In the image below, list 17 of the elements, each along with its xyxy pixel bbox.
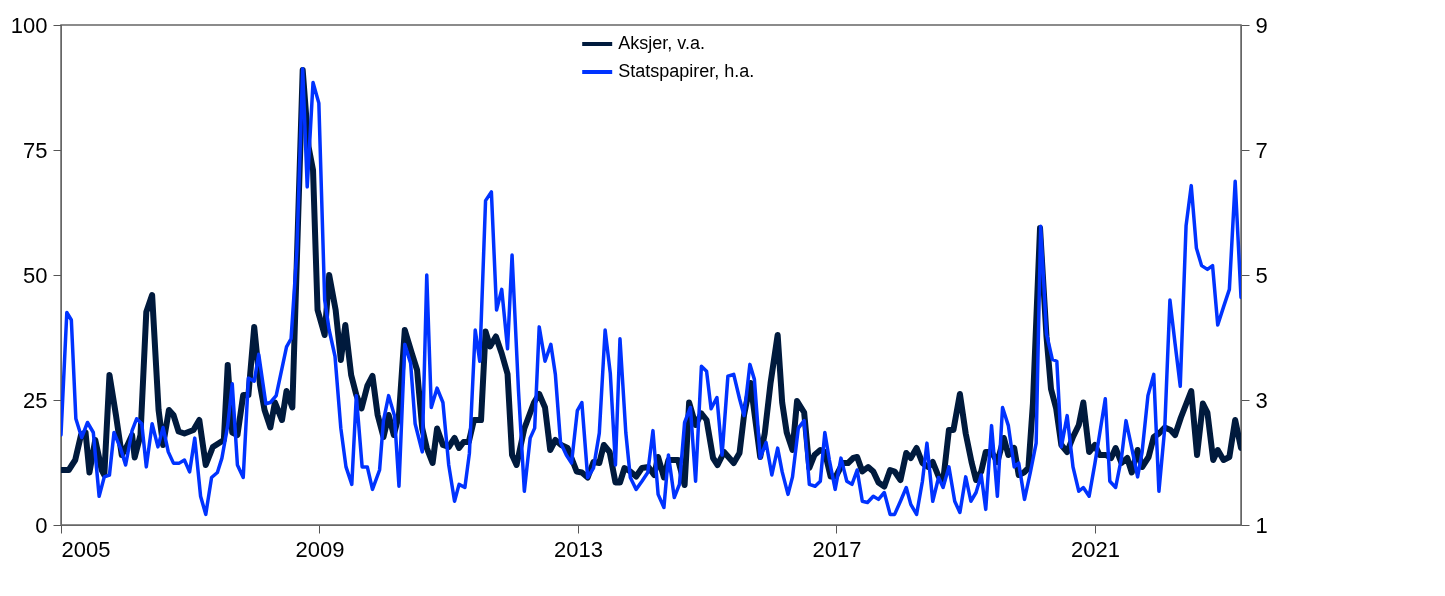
x-tick-label: 2005: [61, 536, 111, 562]
legend-label: Aksjer, v.a.: [618, 33, 705, 53]
y2-tick-label: 9: [1255, 12, 1268, 38]
y2-tick-label: 3: [1255, 387, 1268, 413]
x-tick-label: 2017: [812, 536, 862, 562]
y2-tick-label: 5: [1255, 262, 1268, 288]
y-tick-label: 25: [23, 387, 48, 413]
y2-tick-label: 7: [1255, 137, 1268, 163]
x-tick-label: 2013: [554, 536, 603, 562]
y-tick-label: 50: [23, 262, 48, 288]
legend-label: Statspapirer, h.a.: [618, 61, 755, 81]
x-tick-label: 2021: [1070, 536, 1120, 562]
y-tick-label: 0: [35, 512, 48, 538]
x-tick-label: 2009: [295, 536, 345, 562]
y-tick-label: 100: [10, 12, 48, 38]
y2-tick-label: 1: [1255, 512, 1268, 538]
y-tick-label: 75: [23, 137, 48, 163]
